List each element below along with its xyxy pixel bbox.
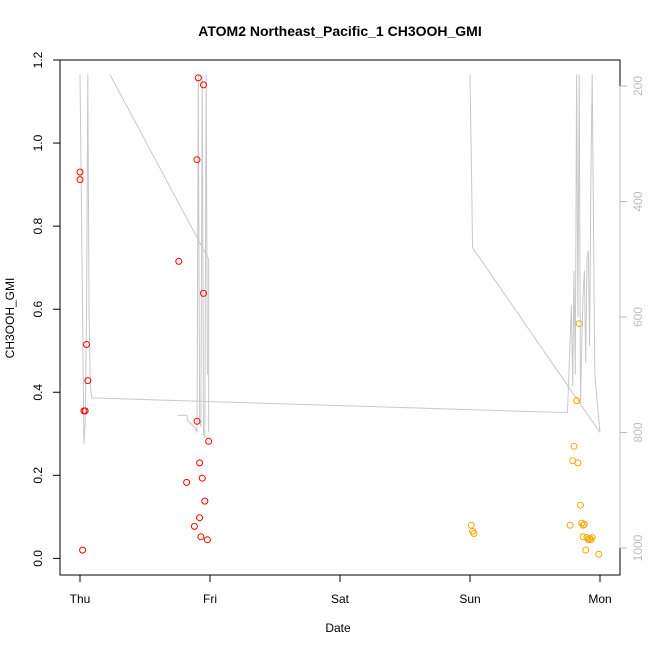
data-point [200,289,207,297]
data-point [575,320,583,328]
data-point [584,536,592,544]
y-tick-label: 1.2 [31,51,45,68]
data-point [183,478,191,486]
data-point [579,533,587,541]
pressure-line-segment [469,74,601,433]
y-tick-label: 0.6 [31,301,45,318]
data-point [193,156,201,164]
data-point [566,521,574,529]
y2-tick-label: 600 [631,307,645,327]
data-point [175,257,183,265]
chart-title: ATOM2 Northeast_Pacific_1 CH3OOH_GMI [198,23,481,39]
data-point [205,437,213,445]
data-point [81,407,89,415]
data-point [579,521,587,529]
data-point [582,546,590,554]
data-point [198,474,206,482]
data-point [570,442,578,450]
data-point [588,534,596,542]
pressure-line [79,74,601,445]
x-axis-label: Date [325,621,351,635]
y2-tick-label: 200 [631,76,645,96]
data-point [194,74,202,82]
data-point [190,522,198,530]
data-point [193,417,201,425]
data-point [84,377,92,385]
data-point [83,341,90,348]
y2-tick-label: 400 [631,191,645,211]
x-tick-label: Mon [588,592,611,606]
data-point [577,501,584,509]
data-point [573,397,581,405]
data-point [580,520,588,528]
y-tick-label: 0.2 [31,467,45,484]
y-axis: 0.0 0.2 0.4 0.6 0.8 1.0 1.2 [31,51,61,567]
data-points [76,74,603,558]
y2-tick-label: 800 [631,422,645,442]
y2-axis: 200 400 600 800 1000 [619,76,645,561]
x-tick-label: Fri [203,592,217,606]
data-point [76,168,84,176]
y-tick-label: 0.4 [31,384,45,401]
data-point [574,459,582,467]
pressure-line-segment [109,74,210,433]
data-point [201,497,209,505]
data-point [196,459,204,467]
data-point [79,546,87,554]
data-point [196,514,204,522]
x-tick-label: Thu [70,592,91,606]
y-axis-label: CH3OOH_GMI [3,278,17,359]
y-tick-label: 1.0 [31,134,45,151]
data-point [595,550,603,558]
y2-tick-label: 1000 [631,534,645,561]
data-point [76,176,84,184]
x-axis: Thu Fri Sat Sun Mon [70,574,612,606]
y-tick-label: 0.8 [31,217,45,234]
data-point [200,81,207,89]
x-tick-label: Sat [331,592,350,606]
y-tick-label: 0.0 [31,550,45,567]
x-tick-label: Sun [459,592,480,606]
data-point [470,530,478,537]
data-point [197,533,205,541]
data-point [203,536,211,544]
